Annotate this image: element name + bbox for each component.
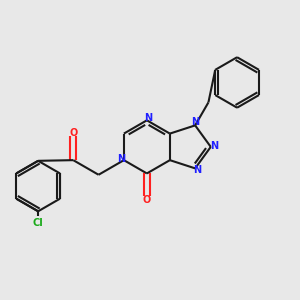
Text: N: N bbox=[194, 165, 202, 175]
Text: N: N bbox=[144, 113, 152, 123]
Text: N: N bbox=[117, 154, 125, 164]
Text: N: N bbox=[191, 117, 199, 127]
Text: O: O bbox=[143, 195, 151, 205]
Text: Cl: Cl bbox=[33, 218, 44, 228]
Text: O: O bbox=[69, 128, 77, 138]
Text: N: N bbox=[210, 141, 219, 151]
